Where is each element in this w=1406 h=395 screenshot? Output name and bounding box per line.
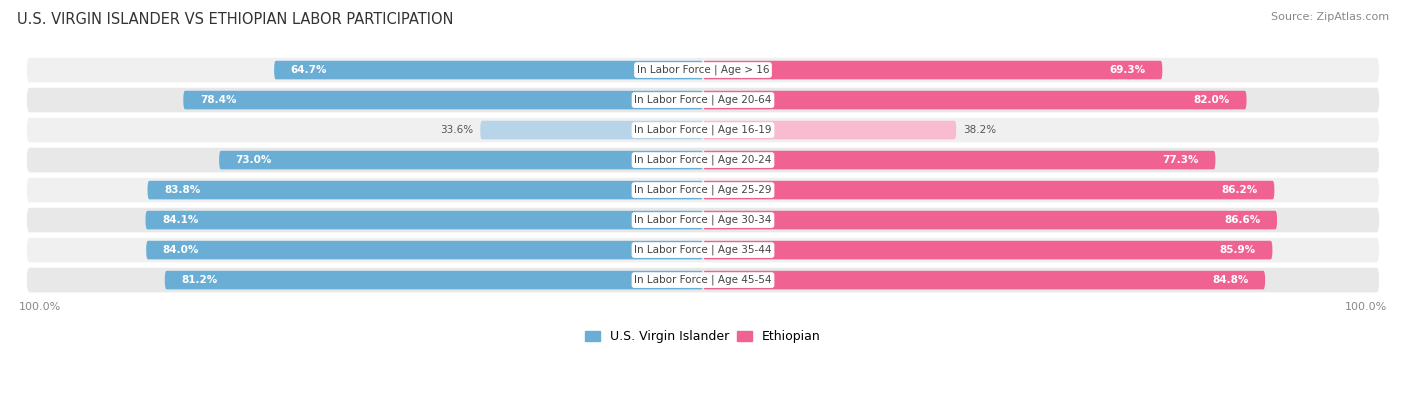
FancyBboxPatch shape — [27, 238, 1379, 262]
Text: In Labor Force | Age 45-54: In Labor Force | Age 45-54 — [634, 275, 772, 285]
Text: In Labor Force | Age 20-64: In Labor Force | Age 20-64 — [634, 95, 772, 105]
Text: 64.7%: 64.7% — [291, 65, 328, 75]
Text: 84.0%: 84.0% — [163, 245, 200, 255]
Legend: U.S. Virgin Islander, Ethiopian: U.S. Virgin Islander, Ethiopian — [581, 325, 825, 348]
FancyBboxPatch shape — [27, 58, 1379, 82]
FancyBboxPatch shape — [146, 211, 703, 229]
FancyBboxPatch shape — [27, 178, 1379, 202]
Text: 33.6%: 33.6% — [440, 125, 474, 135]
FancyBboxPatch shape — [148, 181, 703, 199]
Text: In Labor Force | Age 16-19: In Labor Force | Age 16-19 — [634, 125, 772, 135]
FancyBboxPatch shape — [703, 181, 1274, 199]
Text: 86.2%: 86.2% — [1222, 185, 1258, 195]
FancyBboxPatch shape — [703, 61, 1163, 79]
FancyBboxPatch shape — [703, 211, 1277, 229]
FancyBboxPatch shape — [703, 241, 1272, 260]
Text: 81.2%: 81.2% — [181, 275, 218, 285]
FancyBboxPatch shape — [703, 151, 1215, 169]
Text: 69.3%: 69.3% — [1109, 65, 1146, 75]
Text: In Labor Force | Age 20-24: In Labor Force | Age 20-24 — [634, 155, 772, 166]
Text: 73.0%: 73.0% — [236, 155, 271, 165]
Text: Source: ZipAtlas.com: Source: ZipAtlas.com — [1271, 12, 1389, 22]
FancyBboxPatch shape — [183, 91, 703, 109]
Text: In Labor Force | Age 35-44: In Labor Force | Age 35-44 — [634, 245, 772, 255]
FancyBboxPatch shape — [27, 88, 1379, 112]
Text: 86.6%: 86.6% — [1225, 215, 1260, 225]
Text: In Labor Force | Age > 16: In Labor Force | Age > 16 — [637, 65, 769, 75]
FancyBboxPatch shape — [27, 148, 1379, 172]
FancyBboxPatch shape — [481, 121, 703, 139]
FancyBboxPatch shape — [27, 208, 1379, 232]
FancyBboxPatch shape — [274, 61, 703, 79]
Text: 82.0%: 82.0% — [1194, 95, 1230, 105]
Text: 78.4%: 78.4% — [200, 95, 236, 105]
Text: 84.1%: 84.1% — [162, 215, 198, 225]
FancyBboxPatch shape — [219, 151, 703, 169]
FancyBboxPatch shape — [146, 241, 703, 260]
Text: 85.9%: 85.9% — [1219, 245, 1256, 255]
Text: In Labor Force | Age 25-29: In Labor Force | Age 25-29 — [634, 185, 772, 195]
Text: 38.2%: 38.2% — [963, 125, 995, 135]
Text: In Labor Force | Age 30-34: In Labor Force | Age 30-34 — [634, 215, 772, 225]
FancyBboxPatch shape — [27, 118, 1379, 142]
FancyBboxPatch shape — [703, 121, 956, 139]
FancyBboxPatch shape — [703, 91, 1247, 109]
FancyBboxPatch shape — [165, 271, 703, 290]
Text: 77.3%: 77.3% — [1163, 155, 1199, 165]
Text: 84.8%: 84.8% — [1212, 275, 1249, 285]
FancyBboxPatch shape — [703, 271, 1265, 290]
FancyBboxPatch shape — [27, 268, 1379, 292]
Text: 83.8%: 83.8% — [165, 185, 200, 195]
Text: U.S. VIRGIN ISLANDER VS ETHIOPIAN LABOR PARTICIPATION: U.S. VIRGIN ISLANDER VS ETHIOPIAN LABOR … — [17, 12, 453, 27]
